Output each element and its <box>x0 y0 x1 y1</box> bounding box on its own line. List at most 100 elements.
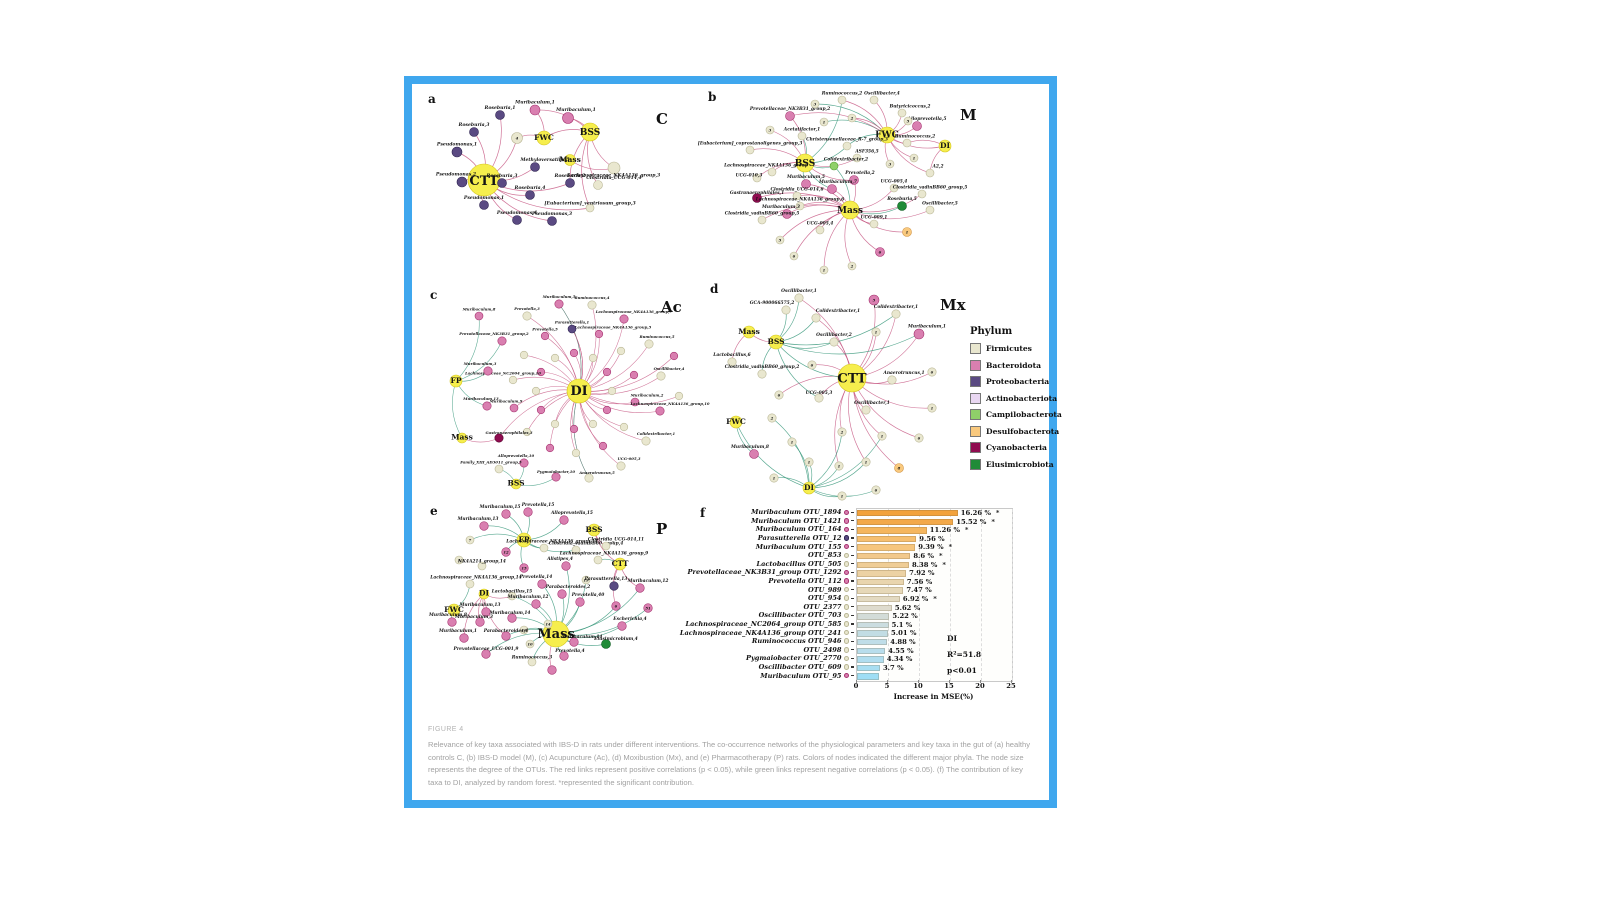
network-node <box>547 665 557 675</box>
node-label: Colidextribacter,1 <box>874 305 918 310</box>
chart-row: Ruminococcus OTU_946 <box>706 637 856 646</box>
bar <box>857 604 892 611</box>
legend-label: Proteobacteria <box>986 377 1050 386</box>
network-node <box>810 99 820 109</box>
node-label: 2 <box>770 415 774 420</box>
node-label: 1 <box>791 439 794 444</box>
node-label: Lactobacillus,15 <box>491 589 532 594</box>
chart-row-label: OTU_954 <box>808 594 842 603</box>
node-label: Lachnospiraceae_NC2004_group,10 <box>464 371 541 376</box>
network-node <box>565 178 575 188</box>
row-dash <box>851 640 854 642</box>
x-tick-mark <box>918 680 919 683</box>
chart-row: Lactobacillus OTU_505 <box>706 560 856 569</box>
bar-value-label: 3.7 % <box>882 663 904 672</box>
node-label: 1 <box>913 155 916 160</box>
legend-title: Phylum <box>970 326 1013 337</box>
node-label: Prevotella,2 <box>844 171 874 176</box>
x-tick-label: 5 <box>884 682 890 690</box>
node-label: Pseudomonas,4 <box>496 210 537 216</box>
node-label: Muribaculum,1 <box>438 629 477 634</box>
chart-row-label: Ruminococcus OTU_946 <box>751 637 842 646</box>
x-tick-mark <box>980 680 981 683</box>
negative-link <box>775 313 897 346</box>
network-node <box>571 448 581 458</box>
network-node <box>847 113 857 123</box>
phylum-dot <box>843 535 849 541</box>
node-label: Pseudomonas,2 <box>435 171 476 177</box>
row-dash <box>851 666 854 668</box>
network-canvas-c: DI FP Mass BSS Lachnospiraceae_NK4A136_group… <box>449 294 710 490</box>
bar <box>857 578 904 586</box>
hub-node <box>564 154 576 166</box>
network-node <box>757 369 767 379</box>
panel-b-network: FWC BSS Mass DI Ruminococcus,2 Oscillibacter,… <box>698 88 1032 306</box>
network-node <box>567 324 577 334</box>
hub-node <box>837 363 867 393</box>
x-tick-label: 20 <box>975 682 985 690</box>
hub-label: Mass <box>559 155 581 164</box>
node-label: Anaerotruncus,5 <box>578 470 615 475</box>
node-label: Muribaculum,5 <box>542 294 576 299</box>
node-label: Lachnospiraceae_NK4A136_group,5 <box>574 325 652 330</box>
row-dash <box>851 657 854 659</box>
network-node <box>917 189 927 199</box>
negative-link <box>573 390 590 479</box>
network-node <box>598 441 608 451</box>
hub-label: BSS <box>767 337 784 346</box>
node-label: Clostridia_UCG-014,11 <box>588 537 644 542</box>
network-node <box>551 472 561 482</box>
network-node <box>509 403 519 413</box>
node-label: Butyricicoccus,2 <box>888 104 930 109</box>
x-tick-label: 25 <box>1006 682 1016 690</box>
node-label: Roseburia,5 <box>886 197 917 202</box>
chart-row: OTU_2377 <box>706 603 856 612</box>
network-node <box>889 183 899 193</box>
network-node <box>849 175 859 185</box>
network-node <box>749 449 759 459</box>
chart-row: OTU_989 <box>706 585 856 594</box>
legend-swatch <box>970 392 981 404</box>
hub-label: CTT <box>837 371 867 386</box>
network-node <box>619 422 629 432</box>
bar-value-label: 5.22 % <box>892 612 918 621</box>
bar <box>857 587 904 594</box>
positive-link <box>578 318 625 392</box>
bar <box>857 613 890 620</box>
row-dash <box>851 614 854 617</box>
hub-node <box>613 557 627 571</box>
network-node <box>495 110 505 120</box>
bar-value-label: 7.47 % <box>906 586 932 595</box>
node-label: ASF356,5 <box>854 149 878 154</box>
node-label: 6 <box>931 369 934 374</box>
network-node <box>481 607 491 617</box>
legend-label: Bacteroidota <box>986 360 1042 370</box>
node-label: Pseudomonas,3 <box>531 211 573 217</box>
node-label: Clostridia_vadinBB60_group,5 <box>893 185 968 190</box>
bar-value-label: 4.55 % <box>888 646 914 655</box>
node-label: Muribaculum,14 <box>561 635 603 640</box>
chart-row-label: Parasutterella OTU_12 <box>757 534 842 543</box>
figure-frame: CTT FWC BSS Mass Roseburia,1 Muribaculum,1 Mur… <box>404 76 1062 808</box>
chart-row: Oscillibacter OTU_703 <box>706 611 856 620</box>
node-label: [Eubacterium]_ventriosum_group,3 <box>544 200 636 206</box>
hub-node <box>536 130 552 146</box>
node-label: 10 <box>527 641 533 646</box>
network-node <box>609 581 619 591</box>
network-node <box>477 561 487 571</box>
network-node <box>797 131 807 141</box>
node-label: UCG-009,1 <box>861 215 888 220</box>
node-label: GCA-900066575,2 <box>750 301 795 306</box>
gridline <box>950 509 951 681</box>
x-tick-mark <box>949 680 950 683</box>
network-node <box>894 463 904 473</box>
positive-link <box>761 204 851 221</box>
bar-value-label: 15.52 % * <box>956 517 995 526</box>
network-node <box>531 599 541 609</box>
node-label: 5 <box>873 297 876 302</box>
network-node <box>909 153 919 163</box>
chart-row-label: Muribaculum OTU_95 <box>760 671 842 680</box>
bar <box>857 510 958 517</box>
row-dash <box>851 589 854 591</box>
